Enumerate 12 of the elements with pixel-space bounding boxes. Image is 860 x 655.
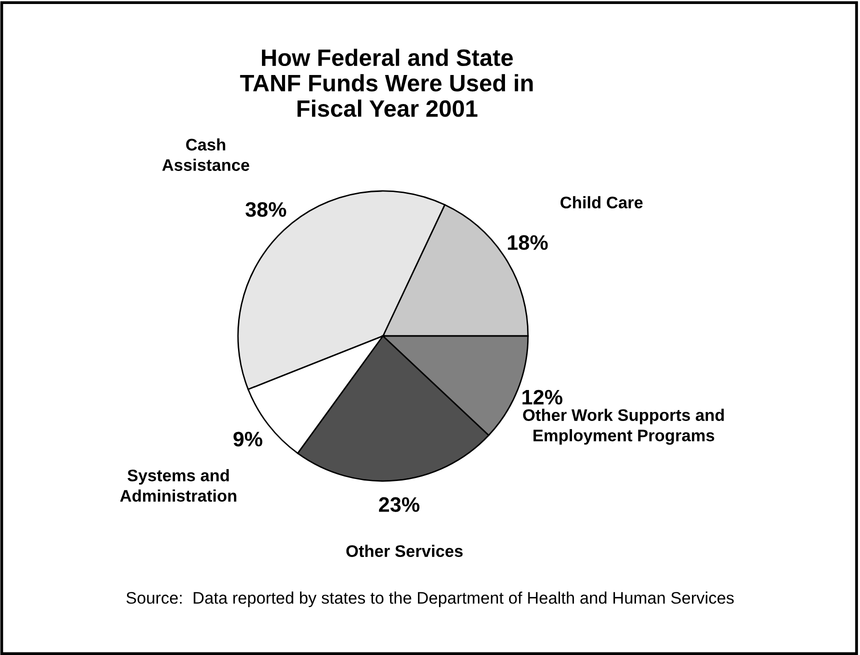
slice-label: Child Care bbox=[560, 196, 643, 208]
slice-label: Other Work Supports and Employment Programs bbox=[523, 408, 724, 445]
data-label: 18% bbox=[508, 235, 548, 250]
slice-label: Cash Assistance bbox=[162, 138, 250, 171]
data-label: 38% bbox=[246, 202, 286, 217]
data-label: 9% bbox=[233, 432, 262, 446]
data-label: 23% bbox=[378, 497, 420, 512]
slice-label: Systems and Administration bbox=[120, 469, 236, 502]
chart-title: How Federal and State TANF Funds Were Used in Fiscal Year 2001 bbox=[240, 48, 533, 117]
data-label: 12% bbox=[522, 390, 562, 405]
source-note: Source: Data reported by states to the Department of Health and Human Services bbox=[126, 592, 734, 608]
slice-label: Other Services bbox=[346, 544, 463, 558]
